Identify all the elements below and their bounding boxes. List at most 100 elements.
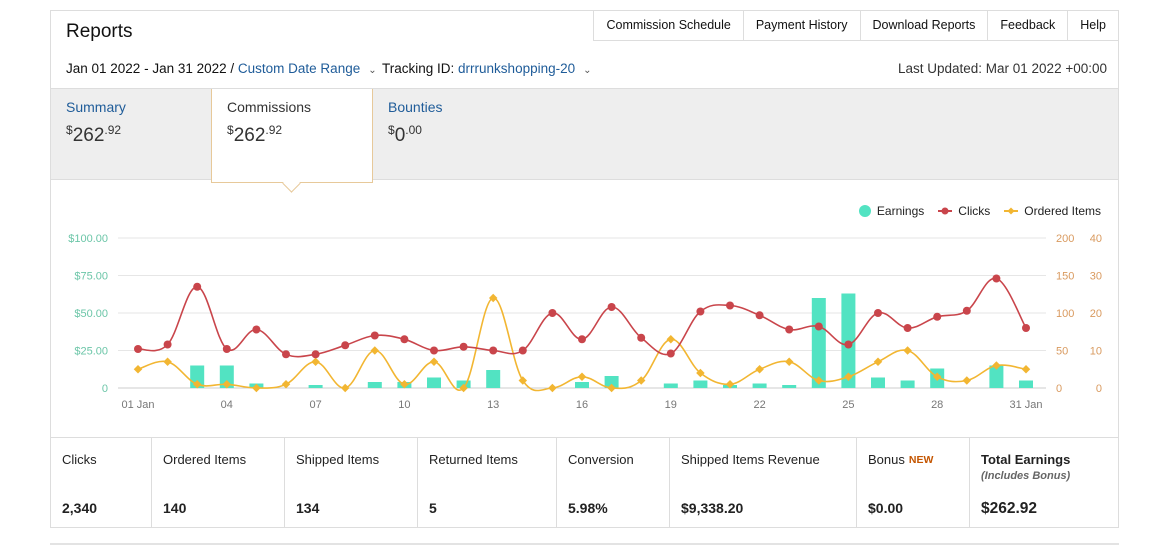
tab-summary-label: Summary xyxy=(66,99,126,115)
clicks-point xyxy=(134,345,142,353)
clicks-point xyxy=(814,322,823,331)
earnings-bar xyxy=(811,298,826,388)
nav-feedback[interactable]: Feedback xyxy=(987,11,1068,41)
clicks-point xyxy=(548,309,557,317)
ordered-items-point xyxy=(784,357,794,366)
legend-earnings[interactable]: Earnings xyxy=(858,204,924,218)
y-axis-earnings-tick: $25.00 xyxy=(74,346,108,358)
x-axis-tick: 07 xyxy=(309,399,321,411)
clicks-point xyxy=(578,335,586,344)
clicks-point xyxy=(459,342,468,351)
clicks-point xyxy=(696,307,705,316)
nav-commission-schedule[interactable]: Commission Schedule xyxy=(593,11,743,41)
chart-legend: Earnings Clicks Ordered Items xyxy=(858,204,1101,218)
tab-summary-value: $262.92 xyxy=(66,123,122,146)
y-axis-earnings-tick: 0 xyxy=(102,383,108,395)
nav-download-reports[interactable]: Download Reports xyxy=(859,11,988,41)
clicks-point xyxy=(252,325,261,334)
summary-tabs: Summary $262.92 Commissions $262.92 Boun… xyxy=(51,88,1118,193)
custom-date-range-link[interactable]: Custom Date Range xyxy=(237,61,361,76)
y-axis-clicks-tick: 0 xyxy=(1056,383,1062,395)
clicks-point xyxy=(933,312,942,321)
ordered-items-point xyxy=(607,383,616,393)
ordered-items-point xyxy=(133,365,143,374)
last-updated: Last Updated: Mar 01 2022 +00:00 xyxy=(897,61,1107,76)
performance-chart: $100.00 200 40$75.00 150 30$50.00 100 20$25.00… xyxy=(68,233,1102,411)
clicks-point xyxy=(222,345,231,353)
tab-commissions[interactable]: Commissions $262.92 xyxy=(211,89,373,193)
ordered-items-point xyxy=(370,346,380,355)
earnings-bar xyxy=(575,382,589,388)
clicks-point xyxy=(1022,324,1030,332)
stat-bonus: Bonus NEW $0.00 xyxy=(857,438,970,528)
ordered-items-point xyxy=(429,357,439,366)
tab-bounties-value: $0.00 xyxy=(388,123,422,146)
x-axis-tick: 31 Jan xyxy=(1009,399,1042,411)
ordered-items-point xyxy=(518,376,528,385)
bottom-divider xyxy=(50,543,1119,545)
ordered-items-point xyxy=(488,293,498,303)
clicks-series-line xyxy=(137,277,1027,358)
nav-payment-history[interactable]: Payment History xyxy=(742,11,860,41)
tab-summary[interactable]: Summary $262.92 xyxy=(51,89,211,179)
ordered-items-point xyxy=(577,372,587,381)
date-range-text: Jan 01 2022 - Jan 31 2022 / xyxy=(66,61,235,76)
active-tab-pointer xyxy=(282,174,301,193)
clicks-point xyxy=(370,331,379,340)
stat-conversion: Conversion 5.98% xyxy=(557,438,670,528)
y-axis-ordered-tick: 30 xyxy=(1090,271,1102,283)
earnings-bar xyxy=(900,380,915,388)
y-axis-clicks-tick: 100 xyxy=(1056,308,1074,320)
clicks-point xyxy=(992,274,1001,283)
y-axis-earnings-tick: $75.00 xyxy=(74,271,108,283)
earnings-bar xyxy=(989,365,1004,388)
legend-clicks[interactable]: Clicks xyxy=(938,204,990,218)
tracking-id-selector: Tracking ID: drrrunkshopping-20 ⌄ xyxy=(382,61,592,76)
stat-shipped-items: Shipped Items 134 xyxy=(285,438,418,528)
earnings-bar xyxy=(871,377,885,388)
earnings-bar xyxy=(1019,380,1033,388)
tab-bounties-label: Bounties xyxy=(388,99,443,115)
x-axis-tick: 13 xyxy=(487,399,499,411)
ordered-items-point xyxy=(725,380,735,389)
x-axis-tick: 01 Jan xyxy=(121,399,154,411)
clicks-point xyxy=(726,301,734,310)
reports-panel: Reports Commission Schedule Payment Hist… xyxy=(50,10,1119,528)
clicks-point xyxy=(666,349,675,358)
clicks-point xyxy=(903,324,912,332)
y-axis-ordered-tick: 0 xyxy=(1096,383,1102,395)
chevron-down-icon[interactable]: ⌄ xyxy=(368,65,377,76)
ordered-items-point xyxy=(192,380,202,389)
ordered-items-point xyxy=(222,380,232,389)
ordered-items-point xyxy=(1021,365,1031,374)
ordered-items-point xyxy=(962,376,972,385)
earnings-dot-icon xyxy=(858,205,871,217)
x-axis-tick: 16 xyxy=(576,399,588,411)
ordered-items-point xyxy=(340,383,350,393)
ordered-items-point xyxy=(311,357,320,366)
earnings-bar xyxy=(486,370,501,388)
tab-bounties[interactable]: Bounties $0.00 xyxy=(373,89,533,179)
tab-commissions-label: Commissions xyxy=(227,99,312,115)
x-axis-tick: 25 xyxy=(842,399,854,411)
legend-ordered-items[interactable]: Ordered Items xyxy=(1004,204,1101,218)
new-badge: NEW xyxy=(908,454,934,466)
clicks-point xyxy=(785,325,794,334)
ordered-items-point xyxy=(903,346,912,355)
earnings-bar xyxy=(367,382,382,388)
top-nav: Commission Schedule Payment History Down… xyxy=(593,11,1118,41)
clicks-point xyxy=(430,346,438,355)
y-axis-earnings-tick: $100.00 xyxy=(68,233,108,245)
tracking-label: Tracking ID: xyxy=(382,61,455,76)
tracking-id-link[interactable]: drrrunkshopping-20 xyxy=(458,61,576,76)
clicks-point xyxy=(282,350,290,359)
earnings-bar xyxy=(604,376,619,388)
y-axis-ordered-tick: 40 xyxy=(1090,233,1102,245)
ordered-items-line-icon xyxy=(1004,207,1019,215)
ordered-items-point xyxy=(992,361,1001,370)
ordered-items-point xyxy=(400,380,409,389)
earnings-bar xyxy=(219,365,234,388)
chevron-down-icon[interactable]: ⌄ xyxy=(583,65,592,76)
clicks-point xyxy=(607,303,616,311)
nav-help[interactable]: Help xyxy=(1067,11,1118,41)
